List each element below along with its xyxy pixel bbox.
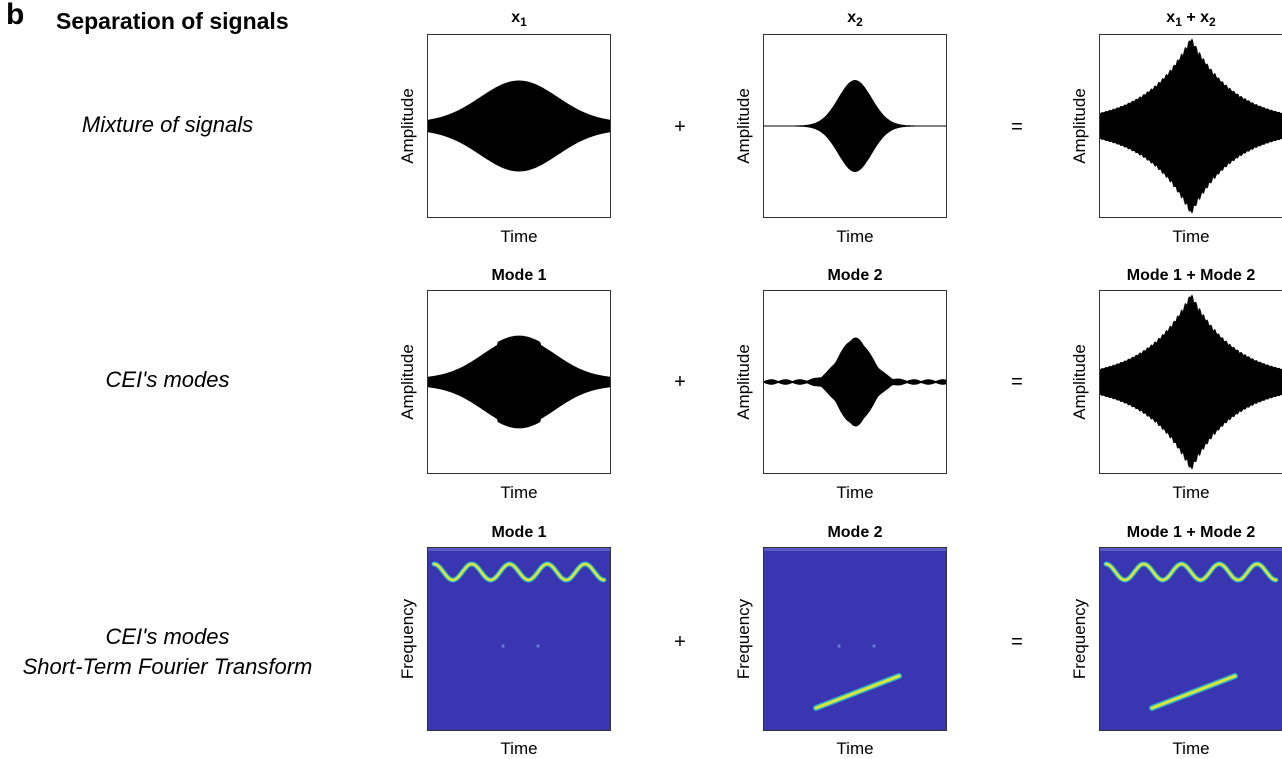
spectrogram-dot (837, 644, 841, 648)
spectrogram-chirp (814, 674, 901, 710)
spectrogram-chirp (1150, 674, 1237, 710)
spectrogram-ridge (1104, 562, 1278, 582)
plus-operator: + (674, 371, 686, 393)
xlabel-time: Time (1172, 227, 1210, 246)
waveform-envelope (1100, 38, 1282, 214)
panel-title-mode-sum-stft: Mode 1 + Mode 2 (1126, 524, 1256, 541)
plot-mode-sum (1099, 290, 1282, 474)
figure-heading: Separation of signals (56, 8, 289, 34)
plot-mode2 (763, 290, 947, 474)
xlabel-time: Time (500, 739, 538, 758)
ylabel-amplitude: Amplitude (1070, 344, 1089, 420)
spectrogram-mode1 (427, 547, 611, 731)
xlabel-time: Time (1172, 483, 1210, 502)
xlabel-time: Time (836, 227, 874, 246)
equals-operator: = (1011, 631, 1023, 653)
spectrogram-top-band (764, 548, 946, 551)
row-label-modes: CEI's modes (105, 367, 230, 392)
xlabel-time: Time (1172, 739, 1210, 758)
plus-operator: + (674, 116, 686, 138)
row-label-mixture: Mixture of signals (81, 112, 254, 137)
plot-mode1 (427, 290, 611, 474)
ylabel-amplitude: Amplitude (734, 344, 753, 420)
spectrogram-mode-sum (1099, 547, 1282, 731)
equals-operator: = (1011, 371, 1023, 393)
spectrogram-background (764, 548, 946, 730)
waveform-envelope (764, 80, 946, 172)
ylabel-frequency: Frequency (398, 598, 417, 680)
xlabel-time: Time (836, 483, 874, 502)
spectrogram-top-band (428, 548, 610, 551)
row-label-stft-line1: CEI's modes (105, 624, 230, 649)
equals-operator: = (1011, 116, 1023, 138)
spectrogram-mode2 (763, 547, 947, 731)
row-label-stft: CEI's modes Short-Term Fourier Transform (0, 622, 335, 682)
panel-title-x1: x1 (511, 9, 527, 30)
plus-operator: + (674, 631, 686, 653)
waveform-envelope (428, 335, 610, 429)
xlabel-time: Time (500, 227, 538, 246)
waveform-envelope (764, 337, 946, 427)
row-label-stft-line2: Short-Term Fourier Transform (22, 654, 313, 679)
plot-x1 (427, 34, 611, 218)
ylabel-frequency: Frequency (1070, 598, 1089, 680)
panel-title-mode-sum: Mode 1 + Mode 2 (1126, 267, 1256, 284)
ylabel-frequency: Frequency (734, 598, 753, 680)
spectrogram-ridge (432, 562, 606, 582)
spectrogram-top-band (1100, 548, 1282, 551)
spectrogram-dot (536, 644, 540, 648)
panel-title-mode2: Mode 2 (827, 267, 883, 284)
ylabel-amplitude: Amplitude (734, 88, 753, 164)
xlabel-time: Time (500, 483, 538, 502)
panel-title-mode1: Mode 1 (491, 267, 547, 284)
panel-letter: b (6, 0, 25, 31)
panel-title-mode1-stft: Mode 1 (491, 524, 547, 541)
plot-x1-plus-x2 (1099, 34, 1282, 218)
ylabel-amplitude: Amplitude (1070, 88, 1089, 164)
ylabel-amplitude: Amplitude (398, 88, 417, 164)
panel-title-x1-plus-x2: x1 + x2 (1166, 9, 1216, 30)
waveform-envelope (1100, 294, 1282, 470)
spectrogram-dot (872, 644, 876, 648)
panel-title-x2: x2 (847, 9, 863, 30)
xlabel-time: Time (836, 739, 874, 758)
plot-x2 (763, 34, 947, 218)
panel-title-mode2-stft: Mode 2 (827, 524, 883, 541)
ylabel-amplitude: Amplitude (398, 344, 417, 420)
waveform-envelope (428, 80, 610, 172)
spectrogram-dot (501, 644, 505, 648)
